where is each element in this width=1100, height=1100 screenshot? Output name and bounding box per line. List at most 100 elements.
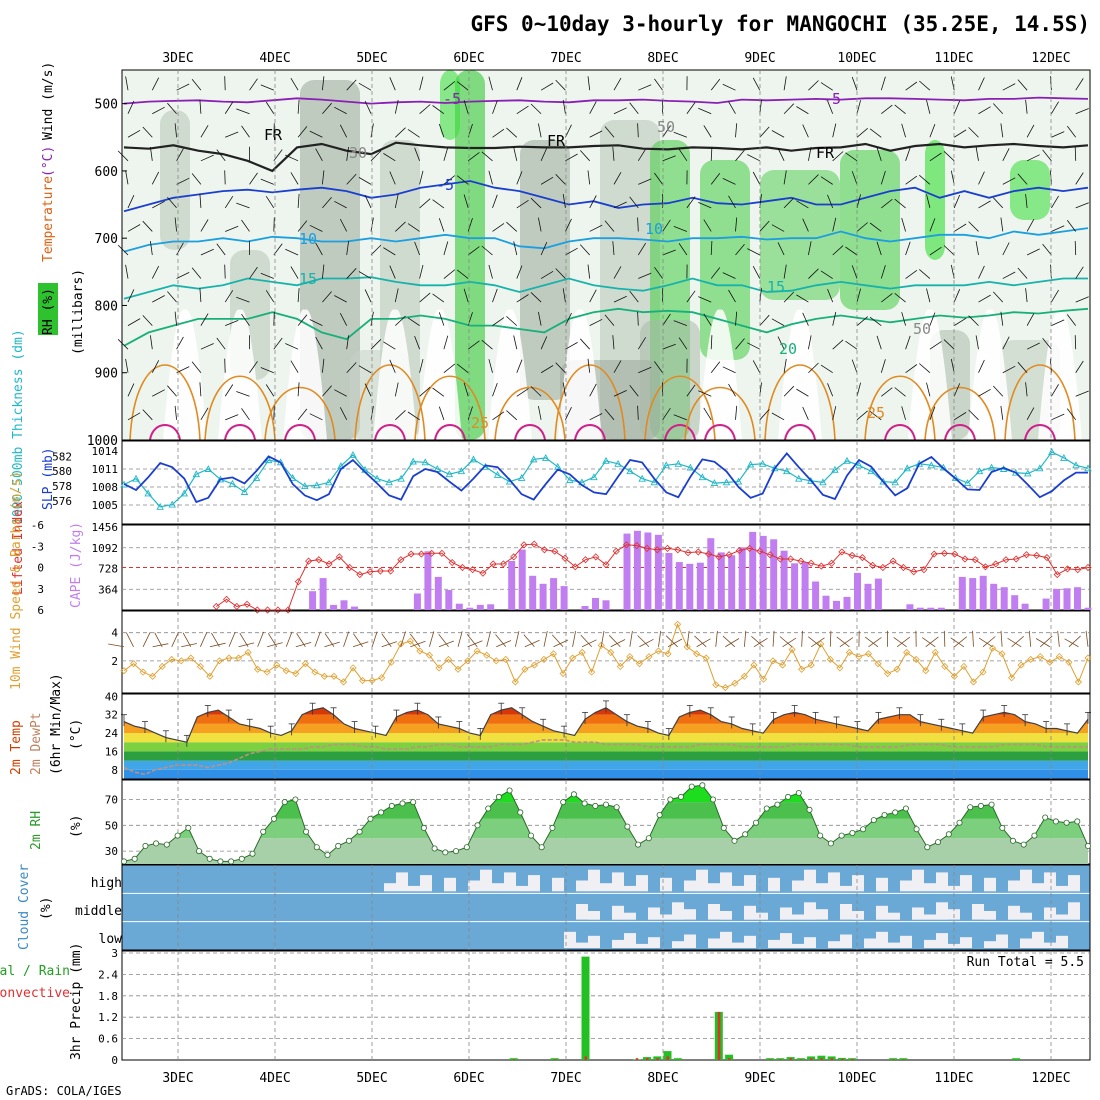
wind-barb (905, 81, 918, 91)
wind-barb (273, 123, 275, 138)
wind-speed-point (950, 672, 958, 680)
contour-label: 20 (779, 340, 797, 358)
rh-point (463, 844, 470, 851)
wind-tick-label: 2 (111, 655, 118, 668)
isotherm-30 (284, 424, 316, 441)
date-label-top: 4DEC (259, 51, 290, 66)
wind-speed-point (1008, 674, 1016, 682)
cloud-fraction-cell (732, 885, 744, 892)
wind-barb (127, 412, 141, 421)
cape-bar (633, 530, 641, 610)
rh-point (710, 796, 717, 803)
cloud-fraction-cell (600, 883, 612, 892)
wind-speed-point (1084, 654, 1092, 662)
cloud-fraction-cell (828, 941, 840, 948)
wind-barb (224, 195, 234, 209)
wind-barb (856, 100, 861, 114)
rh-point (131, 855, 138, 862)
rh-area (124, 785, 1088, 864)
wind-barb (905, 175, 918, 185)
wind-barb (919, 269, 931, 279)
wind-barb (796, 106, 809, 115)
cape-tick-label: 1456 (92, 521, 119, 534)
wind-barb (589, 195, 597, 209)
thickness-tick-label: 580 (52, 465, 72, 478)
cape-bar (529, 575, 537, 610)
rh-point (121, 858, 128, 865)
wind-barb (265, 384, 275, 397)
wind-barb (919, 174, 931, 185)
wind-barb (929, 152, 942, 162)
cloud-fraction-cell (684, 909, 696, 920)
wind-barb (530, 197, 542, 209)
wind-speed-point (607, 648, 615, 656)
lifted-index-point (499, 560, 508, 568)
lifted-index-point (315, 556, 323, 564)
cloud-fraction-cell (1020, 938, 1032, 948)
contour-label: 30 (349, 144, 367, 162)
wind-barb (856, 222, 868, 232)
wind-barb (273, 405, 275, 420)
wind-speed-point (168, 655, 176, 664)
wind-barb (686, 290, 696, 303)
wind-barb (506, 410, 518, 421)
rh-point (142, 842, 149, 849)
wind-barb (516, 388, 529, 397)
lifted-index-point (335, 553, 343, 561)
wind-barb (309, 130, 323, 138)
wind-barb (802, 124, 809, 138)
wind-barb (383, 247, 396, 256)
wind-barb (555, 268, 566, 279)
dry-plume (778, 309, 822, 440)
lifted-index-point (817, 562, 825, 570)
wind-barb (370, 339, 382, 350)
wind-barb (759, 314, 770, 326)
wind-barb (880, 359, 886, 373)
contour-label: 10 (645, 220, 663, 238)
cloud-fraction-cell (936, 933, 948, 948)
rh-point (217, 858, 224, 865)
cape-bar (319, 578, 327, 610)
wind-barb (438, 406, 445, 420)
wind-barb (273, 337, 283, 350)
lifted-index-point (592, 553, 600, 561)
wind-barb (698, 107, 712, 115)
wind-barb (516, 294, 529, 303)
lifted-index-point (981, 563, 990, 571)
wind-speed-point (826, 655, 834, 664)
wind-barb (832, 406, 837, 420)
surface-wind-barb (429, 631, 435, 647)
wind-barb (1002, 177, 1016, 185)
wind-barb (1017, 361, 1028, 373)
wind-barb (443, 363, 456, 374)
wind-barb (613, 390, 627, 397)
cloud-fraction-cell (552, 877, 564, 892)
wind-barb (827, 100, 834, 114)
cape-bar (455, 603, 463, 610)
wind-barb (827, 383, 834, 397)
lifted-index-point (787, 555, 795, 563)
wind-speed-point (998, 650, 1006, 658)
wind-barb (127, 383, 135, 397)
cloud-fraction-cell (1032, 931, 1044, 948)
wind-barb (513, 147, 518, 161)
wind-barb (236, 202, 250, 209)
panel-frame (121, 950, 1091, 1061)
wind-barb (894, 104, 906, 115)
wind-barb (710, 335, 713, 350)
wind-barb (225, 414, 239, 421)
wind-barb (224, 76, 226, 91)
surface-wind-barb (142, 632, 151, 647)
run-total-label: Run Total = 5.5 (967, 955, 1084, 970)
cloud-fraction-cell (588, 935, 600, 948)
wind-speed-point (597, 641, 605, 649)
precip-convective-bar (799, 1059, 803, 1060)
wind-barb (389, 265, 396, 279)
wind-speed-point (721, 684, 729, 692)
wind-barb (613, 107, 627, 115)
precip-total-bar (673, 1058, 682, 1060)
wind-barb (662, 313, 671, 326)
wind-barb (565, 342, 578, 350)
wind-barb (224, 384, 234, 397)
